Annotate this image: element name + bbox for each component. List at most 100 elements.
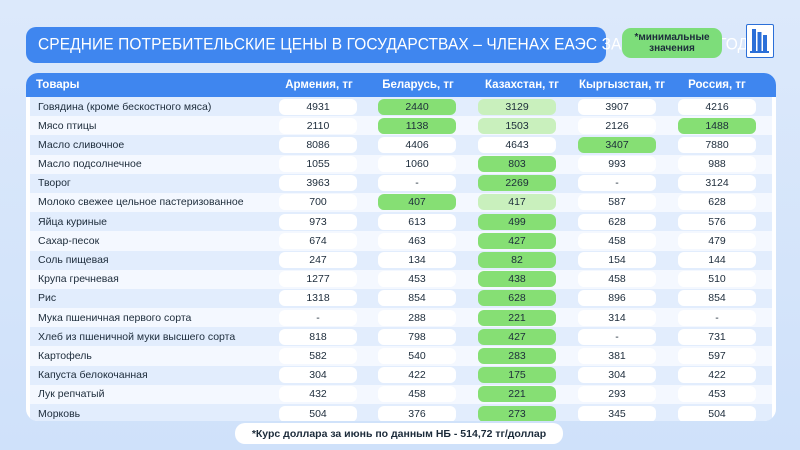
price-cell: - [678,309,756,326]
table-row: Сахар-песок 674 463 427 458 479 [30,231,772,251]
table-row: Молоко свежее цельное пастеризованное 700… [30,192,772,213]
price-cell: 82 [478,252,556,268]
price-cell: 273 [478,405,556,421]
table-row: Масло подсолнечное 1055 1060 803 993 988 [30,154,772,174]
header-kyrgyzstan: Кыргызстан, тг [578,79,666,91]
price-cell: 896 [578,290,656,307]
price-cell: 154 [578,252,656,268]
product-name: Картофель [38,349,92,362]
price-cell: 597 [678,347,756,364]
price-cell: 613 [378,213,456,230]
product-name: Молоко свежее цельное пастеризованное [38,196,244,209]
price-cell: 3407 [578,136,656,153]
price-cell: 818 [279,328,357,345]
price-cell: 458 [378,386,456,403]
legend-badge: *минимальные значения [622,28,722,58]
table-row: Капуста белокочанная 304 422 175 304 422 [30,365,772,385]
price-cell: 422 [378,367,456,384]
price-cell: 438 [478,271,556,288]
price-cell: 293 [578,386,656,403]
price-cell: 3963 [279,175,357,192]
table-row: Масло сливочное 8086 4406 4643 3407 7880 [30,135,772,155]
price-cell: 628 [578,213,656,230]
product-name: Говядина (кроме бескостного мяса) [38,100,212,113]
price-cell: 499 [478,213,556,230]
price-cell: 4643 [478,136,556,153]
price-cell: 407 [378,194,456,211]
price-cell: 1060 [378,156,456,173]
price-cell: 973 [279,213,357,230]
eaeu-building-logo-icon [746,24,774,58]
price-cell: 458 [578,271,656,288]
price-cell: 221 [478,309,556,326]
price-cell: 854 [678,290,756,307]
price-cell: 540 [378,347,456,364]
price-cell: 1055 [279,156,357,173]
price-cell: 304 [578,367,656,384]
product-name: Масло подсолнечное [38,158,142,171]
price-cell: 993 [578,156,656,173]
price-cell: 144 [678,252,756,268]
product-name: Морковь [38,407,81,420]
table-body: Говядина (кроме бескостного мяса) 4931 244… [30,97,772,421]
price-cell: 314 [578,309,656,326]
table-header: Товары Армения, тг Беларусь, тг Казахста… [26,73,776,97]
price-cell: 628 [678,194,756,211]
table-row: Крупа гречневая 1277 453 438 458 510 [30,269,772,289]
table-row: Морковь 504 376 273 345 504 [30,404,772,421]
product-name: Сахар-песок [38,234,100,247]
price-cell: 1488 [678,117,756,134]
table-row: Картофель 582 540 283 381 597 [30,346,772,366]
price-cell: 175 [478,367,556,384]
product-name: Лук репчатый [38,388,105,401]
price-cell: 247 [279,252,357,268]
price-cell: - [378,175,456,192]
price-cell: 3124 [678,175,756,192]
price-cell: 803 [478,156,556,173]
price-cell: 674 [279,232,357,249]
table-row: Рис 1318 854 628 896 854 [30,288,772,309]
price-cell: 376 [378,405,456,421]
product-name: Капуста белокочанная [38,369,148,382]
price-cell: 453 [378,271,456,288]
price-cell: 427 [478,232,556,249]
product-name: Творог [38,177,71,190]
header-armenia: Армения, тг [285,79,353,91]
price-cell: 3907 [578,98,656,115]
price-cell: 731 [678,328,756,345]
table-row: Лук репчатый 432 458 221 293 453 [30,384,772,404]
price-cell: 1503 [478,117,556,134]
price-cell: - [578,175,656,192]
price-cell: - [578,328,656,345]
price-cell: 2269 [478,175,556,192]
table-row: Хлеб из пшеничной муки высшего сорта 818 7… [30,327,772,347]
price-cell: 798 [378,328,456,345]
price-cell: 628 [478,290,556,307]
price-cell: 221 [478,386,556,403]
price-cell: 4216 [678,98,756,115]
price-cell: 283 [478,347,556,364]
price-cell: 2110 [279,117,357,134]
header-kazakhstan: Казахстан, тг [485,79,559,91]
price-cell: 2440 [378,98,456,115]
price-cell: 504 [678,405,756,421]
price-cell: 458 [578,232,656,249]
price-cell: 854 [378,290,456,307]
legend-text: *минимальные значения [634,32,710,54]
price-cell: 288 [378,309,456,326]
table-row: Говядина (кроме бескостного мяса) 4931 244… [30,97,772,117]
price-cell: 4931 [279,98,357,115]
price-cell: 4406 [378,136,456,153]
price-cell: 504 [279,405,357,421]
price-cell: 2126 [578,117,656,134]
price-cell: 1318 [279,290,357,307]
logo-graphic [750,29,769,53]
price-cell: 463 [378,232,456,249]
price-cell: 3129 [478,98,556,115]
price-table-panel: Товары Армения, тг Беларусь, тг Казахста… [26,73,776,421]
product-name: Крупа гречневая [38,273,119,286]
price-cell: 7880 [678,136,756,153]
price-cell: 417 [478,194,556,211]
price-cell: 8086 [279,136,357,153]
product-name: Масло сливочное [38,138,125,151]
